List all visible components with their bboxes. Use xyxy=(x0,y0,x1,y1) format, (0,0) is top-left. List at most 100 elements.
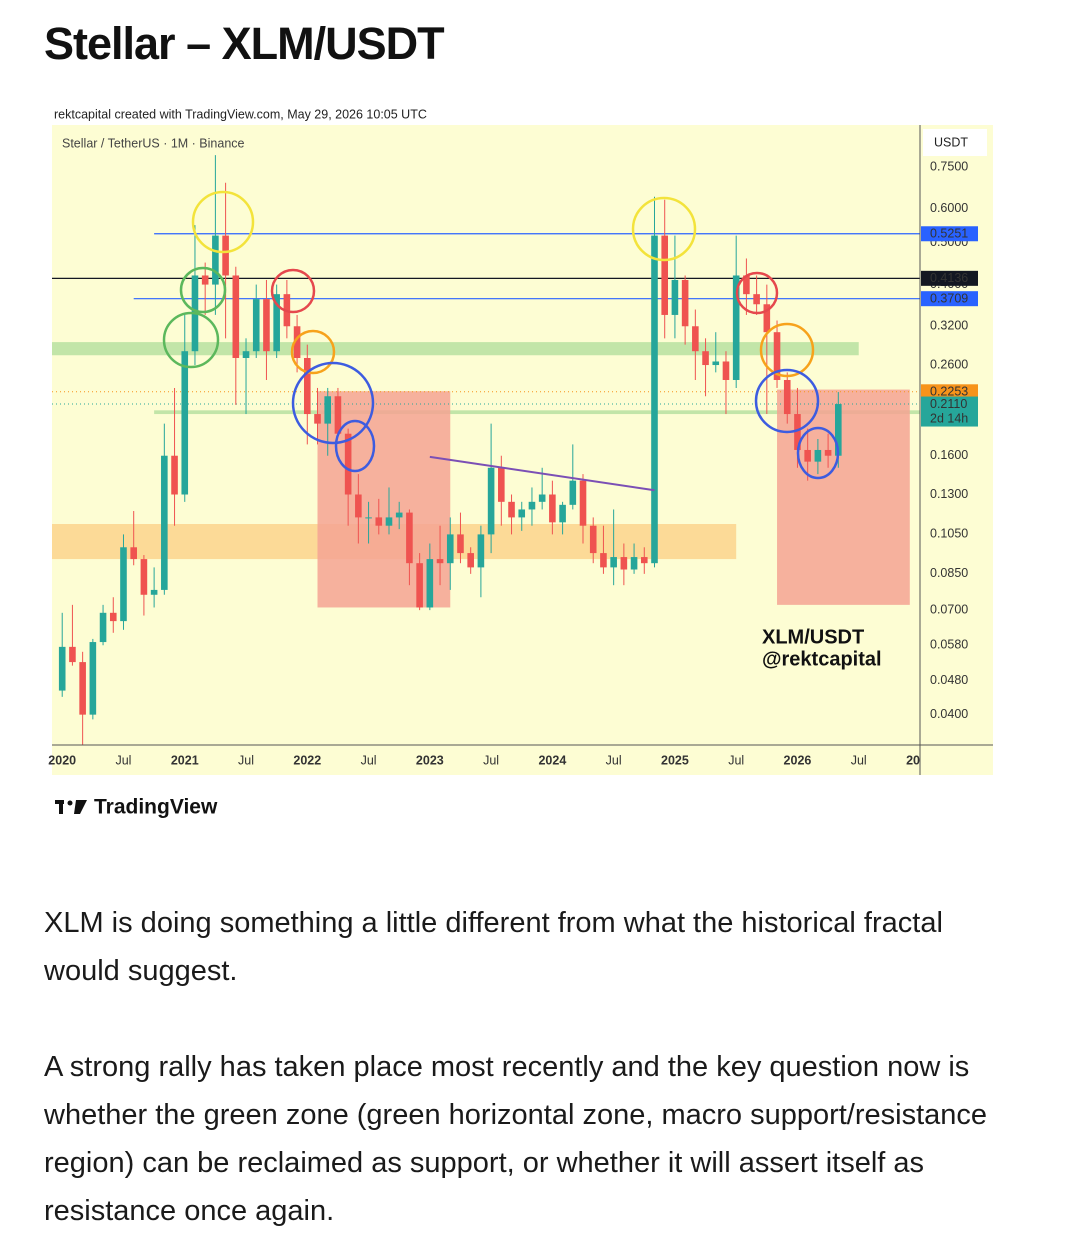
price-label-box xyxy=(921,270,978,286)
candle-body xyxy=(446,534,454,564)
candle-body xyxy=(732,275,740,380)
y-axis: 0.75000.60000.50000.40000.32000.26000.16… xyxy=(921,159,978,721)
x-tick-label: 2022 xyxy=(293,753,321,767)
candle-body xyxy=(783,379,791,415)
candle-body xyxy=(344,433,352,495)
candle-body xyxy=(702,351,709,366)
x-tick-label: 2021 xyxy=(171,753,199,767)
x-tick-label: 2024 xyxy=(538,753,566,767)
candle-body xyxy=(794,414,801,450)
x-tick-label: Jul xyxy=(483,753,499,767)
candle-body xyxy=(804,449,811,462)
candle-body xyxy=(814,449,822,462)
candle-body xyxy=(140,559,148,595)
candle-body xyxy=(303,357,311,415)
y-tick-label: 0.1600 xyxy=(930,448,968,462)
candle-body xyxy=(589,525,597,554)
candle-body xyxy=(824,449,832,456)
candle-body xyxy=(324,396,332,424)
candle-body xyxy=(120,547,127,622)
candle-body xyxy=(477,534,485,568)
circle xyxy=(179,266,227,314)
x-tick-label: Jul xyxy=(361,753,377,767)
circle xyxy=(735,271,779,315)
y-tick-label: 0.3200 xyxy=(930,319,968,333)
circle xyxy=(290,329,336,375)
candle-body xyxy=(171,455,178,495)
candle-body xyxy=(79,662,86,715)
candle-body xyxy=(692,326,699,352)
x-tick-label: 2026 xyxy=(784,753,812,767)
candle-body xyxy=(508,501,515,518)
x-tick-label: Jul xyxy=(728,753,744,767)
legend: Stellar / TetherUS · 1M · Binance xyxy=(62,136,245,150)
candle-body xyxy=(436,559,444,564)
candle-body xyxy=(712,361,720,366)
trendline xyxy=(429,455,655,492)
paragraph: A strong rally has taken place most rece… xyxy=(44,1051,988,1227)
candle-body xyxy=(498,467,505,502)
y-tick-label: 0.7500 xyxy=(930,159,968,173)
logo-text: TradingView xyxy=(94,796,218,819)
candle-body xyxy=(109,612,117,622)
candle-body xyxy=(457,534,464,554)
y-tick-label: 0.0700 xyxy=(930,602,968,616)
x-tick-label: Jul xyxy=(606,753,622,767)
candle-body xyxy=(579,480,587,526)
price-label: 0.2253 xyxy=(930,385,968,399)
candle-body xyxy=(395,512,403,518)
candle-body xyxy=(355,494,362,518)
candle-body xyxy=(630,557,638,570)
candle-body xyxy=(212,235,219,285)
y-tick-label: 0.0850 xyxy=(930,566,968,580)
candle-body xyxy=(181,351,189,495)
candle-body xyxy=(610,557,617,568)
candle-body xyxy=(600,553,607,568)
y-tick-label: 0.0480 xyxy=(930,673,968,687)
candle-body xyxy=(406,512,413,564)
circle xyxy=(759,322,815,378)
candle-body xyxy=(835,404,842,456)
candle-body xyxy=(773,332,781,380)
circle xyxy=(796,426,840,480)
candle-body xyxy=(743,275,750,295)
candle-body xyxy=(763,304,771,333)
countdown: 2d 14h xyxy=(930,411,968,425)
candle-body xyxy=(487,467,495,535)
candle-body xyxy=(130,547,137,560)
candle-body xyxy=(201,275,209,285)
candle-body xyxy=(69,646,76,663)
circle xyxy=(631,196,697,262)
candle-body xyxy=(150,589,158,595)
annotations xyxy=(162,190,840,480)
x-tick-label: Jul xyxy=(851,753,867,767)
credit: rektcapital created with TradingView.com… xyxy=(54,107,427,121)
y-tick-label: 0.2600 xyxy=(930,357,968,371)
x-axis: 2020 Jul 2021 Jul 2022 Jul 2023 Jul 2024 Jul 2025 J… xyxy=(48,753,934,767)
candle-body xyxy=(569,480,577,505)
y-tick-label: 0.6000 xyxy=(930,201,968,215)
candle-body xyxy=(365,517,372,519)
candle-body xyxy=(416,563,423,608)
x-tick-label: 2020 xyxy=(48,753,76,767)
candle-body xyxy=(426,559,434,608)
candle-body xyxy=(222,235,229,276)
x-tick-label: Jul xyxy=(115,753,131,767)
candle-body xyxy=(314,414,321,424)
logo: TradingView xyxy=(55,796,218,819)
candle-body xyxy=(671,279,679,315)
watermark: XLM/USDT xyxy=(762,626,864,648)
candle-body xyxy=(385,517,393,526)
circle xyxy=(754,368,820,434)
price-label-box xyxy=(921,291,978,307)
zone xyxy=(154,410,920,415)
candle-body xyxy=(559,504,566,523)
candle-body xyxy=(334,396,342,434)
x-tick-label: 2023 xyxy=(416,753,444,767)
candle-body xyxy=(89,642,97,715)
price-label-box xyxy=(921,396,978,427)
logo-mark xyxy=(74,800,87,814)
circle xyxy=(191,190,255,254)
candle-body xyxy=(549,494,556,523)
